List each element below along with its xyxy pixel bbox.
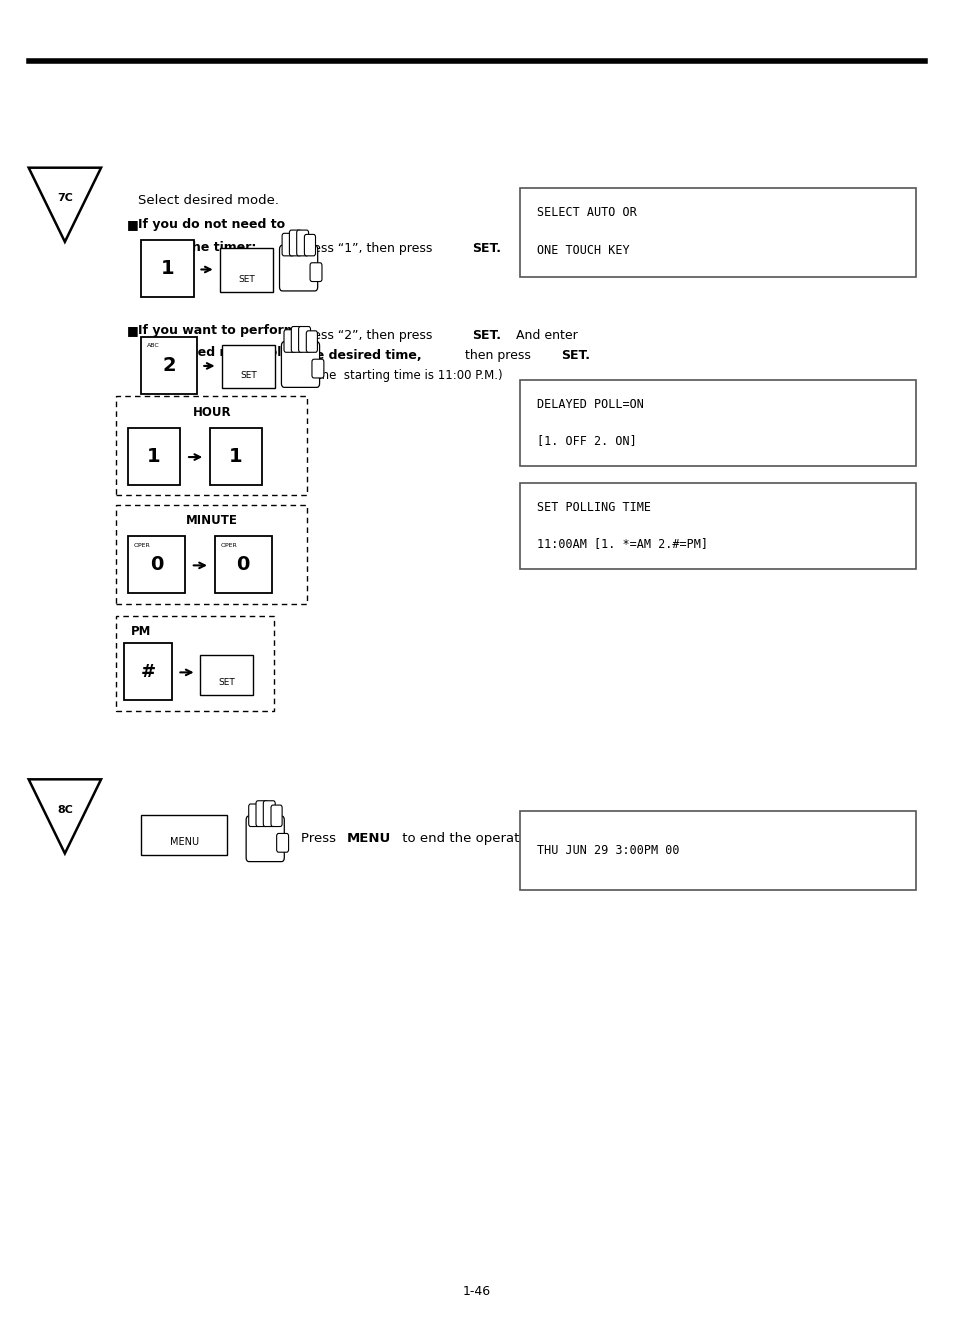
Text: [1. OFF 2. ON]: [1. OFF 2. ON]	[537, 435, 637, 446]
Text: to end the operation.: to end the operation.	[397, 832, 543, 845]
Text: SET POLLING TIME: SET POLLING TIME	[537, 501, 650, 514]
Text: 7C: 7C	[57, 193, 72, 203]
Text: 1: 1	[160, 259, 174, 279]
Polygon shape	[29, 779, 101, 853]
FancyBboxPatch shape	[271, 804, 282, 827]
Text: 11:00AM [1. *=AM 2.#=PM]: 11:00AM [1. *=AM 2.#=PM]	[537, 538, 707, 550]
FancyBboxPatch shape	[282, 234, 294, 256]
FancyBboxPatch shape	[312, 359, 324, 378]
FancyBboxPatch shape	[519, 811, 915, 890]
FancyBboxPatch shape	[141, 240, 193, 297]
Text: Press “2”, then press: Press “2”, then press	[300, 329, 436, 342]
Text: 1-46: 1-46	[462, 1285, 491, 1299]
Text: SET.: SET.	[560, 349, 589, 362]
FancyBboxPatch shape	[214, 536, 272, 593]
FancyBboxPatch shape	[296, 230, 309, 256]
FancyBboxPatch shape	[519, 483, 915, 569]
Text: If you want to perform: If you want to perform	[138, 324, 296, 337]
Text: OPER: OPER	[133, 543, 151, 548]
Text: MINUTE: MINUTE	[186, 514, 237, 527]
Text: Select desired mode.: Select desired mode.	[138, 194, 279, 207]
FancyBboxPatch shape	[276, 834, 289, 852]
Polygon shape	[29, 168, 101, 242]
Text: If you do not need to: If you do not need to	[138, 218, 285, 231]
FancyBboxPatch shape	[124, 643, 172, 700]
Text: HOUR: HOUR	[193, 406, 231, 419]
FancyBboxPatch shape	[222, 345, 274, 388]
FancyBboxPatch shape	[116, 505, 307, 604]
Text: SET: SET	[240, 371, 256, 380]
Text: 1: 1	[229, 446, 243, 466]
Text: DELAYED POLL=ON: DELAYED POLL=ON	[537, 398, 643, 411]
FancyBboxPatch shape	[289, 230, 301, 256]
FancyBboxPatch shape	[246, 816, 284, 861]
FancyBboxPatch shape	[116, 616, 274, 711]
Text: 1: 1	[147, 446, 161, 466]
Text: (If the  starting time is 11:00 P.M.): (If the starting time is 11:00 P.M.)	[300, 369, 501, 382]
Text: ■: ■	[127, 324, 138, 337]
FancyBboxPatch shape	[298, 326, 311, 353]
FancyBboxPatch shape	[141, 337, 196, 394]
Text: 2: 2	[162, 355, 175, 375]
FancyBboxPatch shape	[255, 801, 268, 827]
Text: 0: 0	[150, 555, 163, 575]
Text: set the timer;: set the timer;	[160, 240, 256, 254]
FancyBboxPatch shape	[128, 428, 180, 485]
Text: then press: then press	[460, 349, 534, 362]
Text: 0: 0	[236, 555, 250, 575]
FancyBboxPatch shape	[210, 428, 262, 485]
FancyBboxPatch shape	[284, 330, 295, 353]
FancyBboxPatch shape	[291, 326, 303, 353]
FancyBboxPatch shape	[220, 248, 273, 292]
Text: the desired time,: the desired time,	[300, 349, 420, 362]
FancyBboxPatch shape	[519, 380, 915, 466]
FancyBboxPatch shape	[306, 330, 317, 353]
Text: MENU: MENU	[170, 836, 198, 847]
FancyBboxPatch shape	[116, 396, 307, 495]
Text: Press “1”, then press: Press “1”, then press	[300, 242, 436, 255]
FancyBboxPatch shape	[310, 263, 321, 281]
Text: MENU: MENU	[346, 832, 390, 845]
Text: 8C: 8C	[57, 804, 72, 815]
Text: THU JUN 29 3:00PM 00: THU JUN 29 3:00PM 00	[537, 844, 679, 857]
FancyBboxPatch shape	[200, 655, 253, 695]
FancyBboxPatch shape	[128, 536, 185, 593]
Text: SET.: SET.	[472, 242, 500, 255]
Text: PM: PM	[131, 625, 152, 638]
FancyBboxPatch shape	[304, 234, 315, 256]
Text: ONE TOUCH KEY: ONE TOUCH KEY	[537, 244, 629, 258]
Text: delayed multi polling;: delayed multi polling;	[160, 346, 313, 359]
FancyBboxPatch shape	[279, 246, 317, 291]
Text: ■: ■	[127, 218, 138, 231]
FancyBboxPatch shape	[141, 815, 227, 855]
Text: SELECT AUTO OR: SELECT AUTO OR	[537, 206, 637, 219]
Text: Press: Press	[300, 832, 339, 845]
FancyBboxPatch shape	[249, 804, 260, 827]
Text: #: #	[140, 663, 155, 680]
Text: And enter: And enter	[512, 329, 578, 342]
Text: OPER: OPER	[220, 543, 237, 548]
Text: SET: SET	[218, 678, 234, 687]
Text: SET.: SET.	[472, 329, 500, 342]
FancyBboxPatch shape	[281, 342, 319, 387]
FancyBboxPatch shape	[519, 188, 915, 277]
Text: ABC: ABC	[147, 343, 159, 349]
FancyBboxPatch shape	[263, 801, 274, 827]
Text: SET: SET	[238, 275, 254, 284]
